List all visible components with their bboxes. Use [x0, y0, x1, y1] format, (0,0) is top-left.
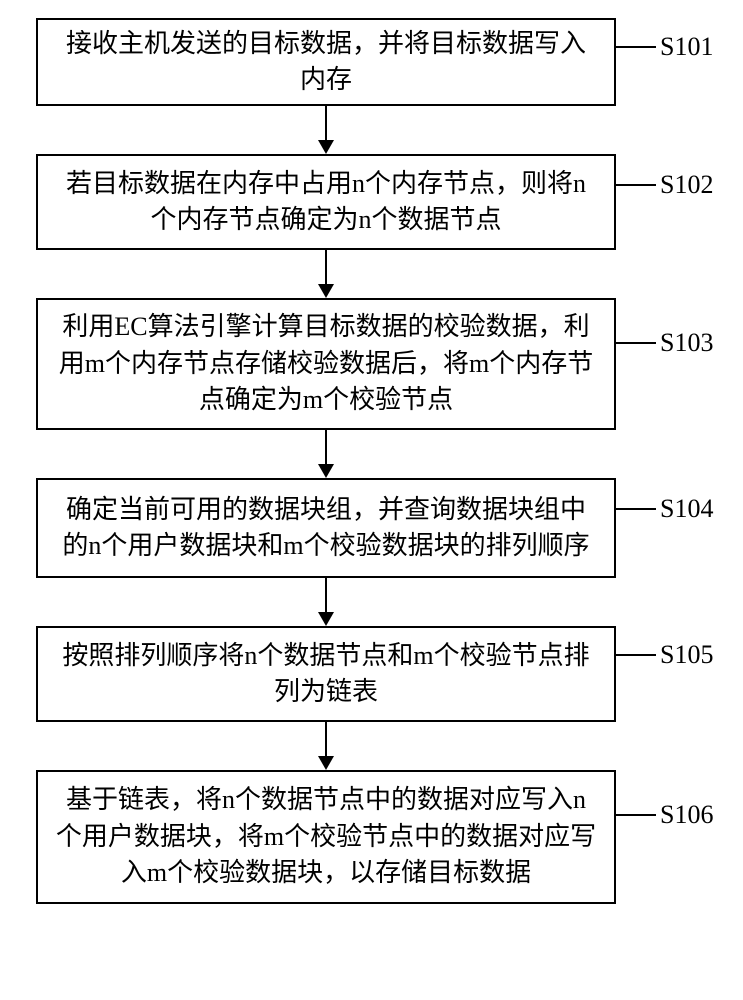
- flow-node-S102: 若目标数据在内存中占用n个内存节点，则将n 个内存节点确定为n个数据节点: [36, 154, 616, 250]
- arrowhead-icon: [318, 612, 334, 626]
- step-label-S105: S105: [660, 640, 713, 670]
- label-tick: [616, 46, 656, 48]
- connector: [325, 106, 327, 142]
- flow-node-S103: 利用EC算法引擎计算目标数据的校验数据，利 用m个内存节点存储校验数据后，将m个…: [36, 298, 616, 430]
- arrowhead-icon: [318, 140, 334, 154]
- connector: [325, 250, 327, 286]
- flow-node-S105: 按照排列顺序将n个数据节点和m个校验节点排 列为链表: [36, 626, 616, 722]
- flowchart-canvas: 接收主机发送的目标数据，并将目标数据写入 内存 S101 若目标数据在内存中占用n个…: [0, 0, 743, 1000]
- connector: [325, 722, 327, 758]
- flow-node-S101: 接收主机发送的目标数据，并将目标数据写入 内存: [36, 18, 616, 106]
- flow-node-text: 利用EC算法引擎计算目标数据的校验数据，利 用m个内存节点存储校验数据后，将m个…: [59, 309, 593, 418]
- flow-node-text: 基于链表，将n个数据节点中的数据对应写入n 个用户数据块，将m个校验节点中的数据…: [56, 782, 596, 891]
- step-label-S104: S104: [660, 494, 713, 524]
- label-tick: [616, 814, 656, 816]
- step-label-S102: S102: [660, 170, 713, 200]
- arrowhead-icon: [318, 756, 334, 770]
- connector: [325, 578, 327, 614]
- flow-node-text: 若目标数据在内存中占用n个内存节点，则将n 个内存节点确定为n个数据节点: [66, 166, 586, 239]
- flow-node-S104: 确定当前可用的数据块组，并查询数据块组中 的n个用户数据块和m个校验数据块的排列…: [36, 478, 616, 578]
- label-tick: [616, 342, 656, 344]
- step-label-S101: S101: [660, 32, 713, 62]
- arrowhead-icon: [318, 284, 334, 298]
- arrowhead-icon: [318, 464, 334, 478]
- step-label-S106: S106: [660, 800, 713, 830]
- label-tick: [616, 654, 656, 656]
- connector: [325, 430, 327, 466]
- label-tick: [616, 508, 656, 510]
- flow-node-text: 确定当前可用的数据块组，并查询数据块组中 的n个用户数据块和m个校验数据块的排列…: [62, 492, 589, 565]
- flow-node-S106: 基于链表，将n个数据节点中的数据对应写入n 个用户数据块，将m个校验节点中的数据…: [36, 770, 616, 904]
- flow-node-text: 接收主机发送的目标数据，并将目标数据写入 内存: [66, 26, 586, 99]
- step-label-S103: S103: [660, 328, 713, 358]
- label-tick: [616, 184, 656, 186]
- flow-node-text: 按照排列顺序将n个数据节点和m个校验节点排 列为链表: [62, 638, 589, 711]
